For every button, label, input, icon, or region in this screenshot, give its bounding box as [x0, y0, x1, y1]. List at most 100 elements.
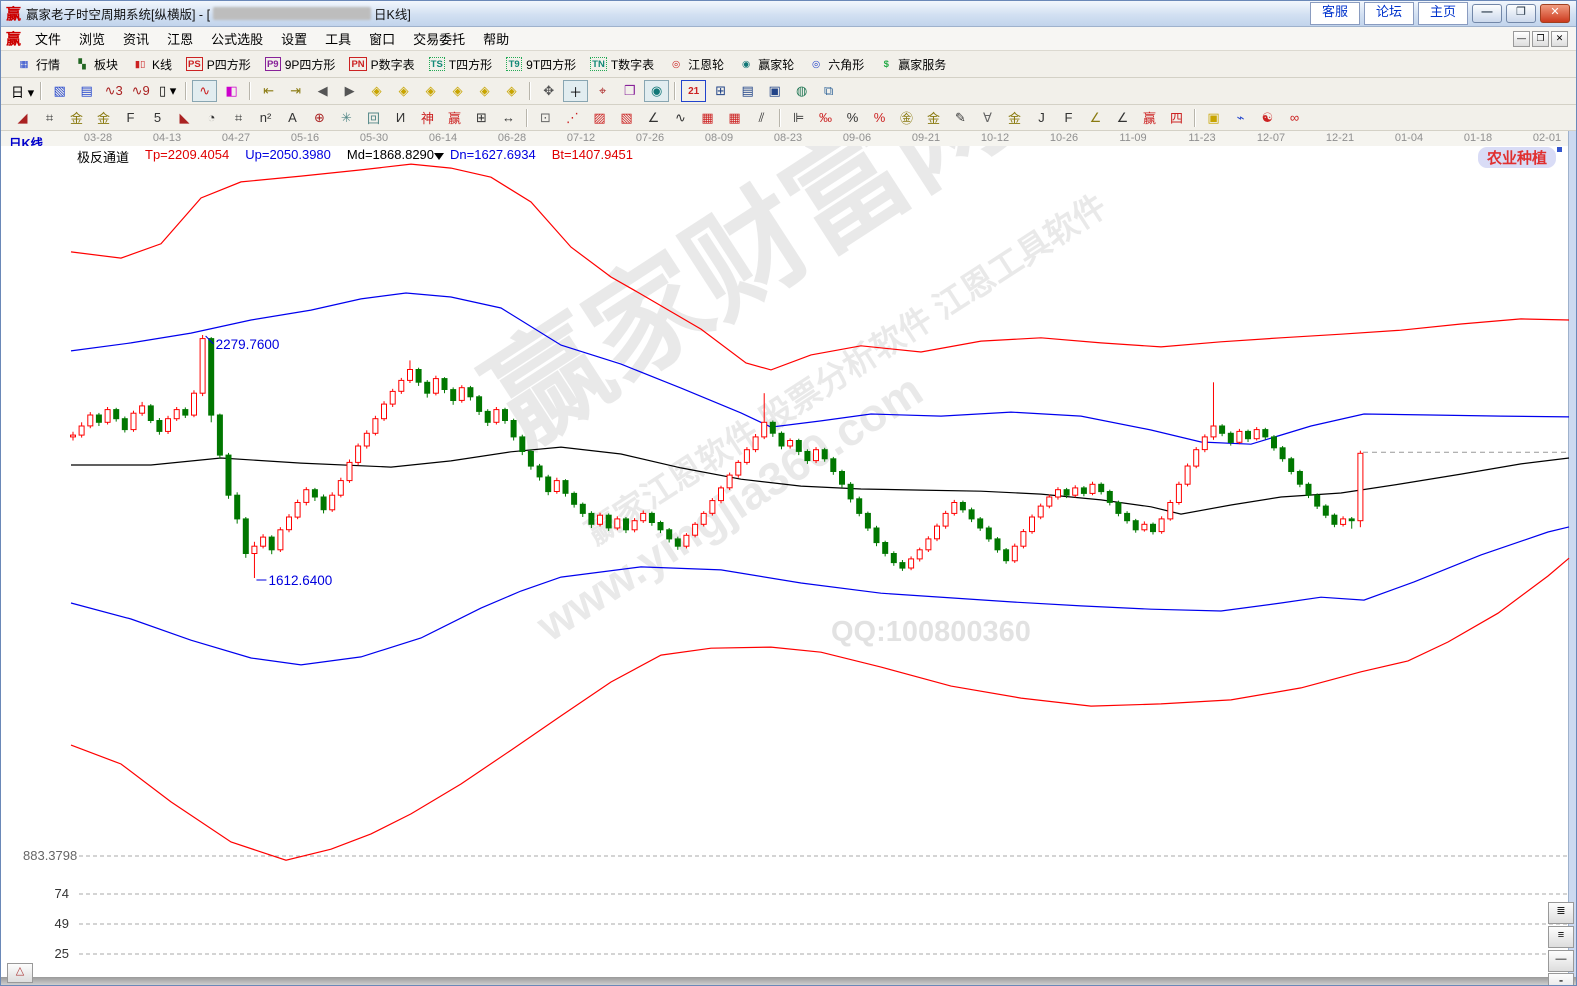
- child-close-button[interactable]: ✕: [1551, 30, 1568, 47]
- percent-retrace-icon[interactable]: ‰: [819, 110, 832, 125]
- square-spiral-icon[interactable]: 回: [366, 111, 380, 126]
- zigzag-window-icon[interactable]: ▧: [53, 83, 66, 98]
- menu-item-7[interactable]: 工具: [325, 32, 352, 47]
- gann-wheel-button[interactable]: ◎ 江恩轮: [661, 55, 731, 74]
- pen-divider-icon[interactable]: ✎: [955, 109, 966, 125]
- t9-square-button[interactable]: T9 9T四方形: [499, 55, 583, 74]
- f-grid-icon[interactable]: F: [126, 110, 135, 125]
- four-angle-icon[interactable]: 四: [1169, 111, 1183, 126]
- panel-split-1-button[interactable]: ―: [1548, 950, 1574, 972]
- menu-item-5[interactable]: 公式选股: [211, 32, 264, 47]
- yinyang-icon[interactable]: ☯: [1261, 109, 1274, 125]
- wave-mode-icon[interactable]: ∿: [192, 80, 218, 102]
- export-web-icon[interactable]: ◍: [795, 83, 808, 98]
- mirror-a-icon[interactable]: A: [288, 110, 297, 125]
- quote-table-button[interactable]: ▦ 行情: [9, 55, 67, 74]
- hspan-arrows-icon[interactable]: ↔: [502, 110, 515, 125]
- step-line-icon[interactable]: И: [395, 110, 406, 125]
- infinity-icon[interactable]: ∞: [1289, 110, 1300, 125]
- box-fan-icon[interactable]: ▧: [620, 109, 633, 125]
- export-pc-icon[interactable]: ⧉: [823, 83, 834, 98]
- winner-service-button[interactable]: $ 赢家服务: [871, 55, 953, 74]
- circle-cross-icon[interactable]: ⊕: [314, 109, 325, 125]
- next-bar-icon[interactable]: ▶: [344, 83, 355, 98]
- box-frame-icon[interactable]: ⊡: [540, 109, 551, 125]
- ying-angle-icon[interactable]: 赢: [1142, 111, 1156, 126]
- p9-square-button[interactable]: P9 9P四方形: [258, 55, 343, 74]
- gold-grid-a-icon[interactable]: 金: [69, 111, 83, 126]
- period-day-dropdown[interactable]: 日 ▾: [11, 84, 35, 100]
- panel-adjust-button[interactable]: ⁃: [1548, 973, 1574, 985]
- yellow-box-icon[interactable]: ▣: [1207, 109, 1220, 125]
- last-bar-icon[interactable]: ⇥: [290, 83, 302, 98]
- gold-angle-icon[interactable]: ∠: [1089, 109, 1102, 125]
- gold-angle2-icon[interactable]: 金: [1007, 111, 1021, 126]
- grid-ruler2-icon[interactable]: ⌗: [234, 109, 243, 125]
- restore-button[interactable]: ❐: [1506, 4, 1536, 23]
- star-rays-icon[interactable]: ✳: [341, 109, 352, 125]
- panel-split-3-button[interactable]: ≣: [1548, 902, 1574, 924]
- stamp-icon[interactable]: ❒: [623, 83, 636, 98]
- percent-line-icon[interactable]: %: [873, 110, 886, 125]
- home-button[interactable]: 主页: [1417, 2, 1468, 25]
- grid-123-icon[interactable]: ⊞: [476, 109, 487, 125]
- expand-v-icon[interactable]: ◈: [479, 83, 490, 98]
- speed-angle-icon[interactable]: ∠: [1116, 109, 1129, 125]
- close-button[interactable]: ✕: [1540, 4, 1570, 23]
- calculator-icon[interactable]: ⊞: [715, 83, 727, 98]
- red-grid-b-icon[interactable]: ▦: [728, 109, 741, 125]
- brain-icon[interactable]: ◉: [644, 80, 670, 102]
- save-icon[interactable]: ▣: [768, 83, 781, 98]
- compress-h-icon[interactable]: ◈: [452, 83, 463, 98]
- menu-item-9[interactable]: 交易委托: [413, 32, 466, 47]
- menu-item-8[interactable]: 窗口: [369, 32, 396, 47]
- price-levels-icon[interactable]: ⊫: [792, 109, 805, 125]
- trend-chart-icon[interactable]: ⌁: [1236, 109, 1245, 125]
- menu-item-10[interactable]: 帮助: [483, 32, 510, 47]
- prev-bar-icon[interactable]: ◀: [317, 83, 328, 98]
- menu-item-4[interactable]: 江恩: [167, 32, 194, 47]
- first-bar-icon[interactable]: ⇤: [263, 83, 275, 98]
- ying-grid-icon[interactable]: 赢: [447, 111, 461, 126]
- angle-brush-icon[interactable]: ◢: [17, 109, 28, 125]
- angle-set-icon[interactable]: ∠: [647, 109, 660, 125]
- horizontal-scrollbar[interactable]: [1, 977, 1576, 985]
- zoom-h-in-icon[interactable]: ◈: [398, 83, 409, 98]
- n-square-icon[interactable]: n²: [259, 110, 272, 125]
- kline-candlestick-chart[interactable]: 883.3798 74 49 25 2279.7600 1612.6400: [1, 146, 1570, 979]
- winner-wheel-button[interactable]: ◉ 赢家轮: [731, 55, 801, 74]
- forum-button[interactable]: 论坛: [1363, 2, 1414, 25]
- child-restore-button[interactable]: ❐: [1532, 30, 1549, 47]
- crosshair-icon[interactable]: ＋: [563, 80, 589, 102]
- ps-square-button[interactable]: PS P四方形: [179, 55, 258, 74]
- info-panel-icon[interactable]: ▤: [80, 83, 93, 98]
- percent-icon[interactable]: %: [846, 110, 859, 125]
- gold-grid-b-icon[interactable]: 金: [96, 111, 110, 126]
- double-a-icon[interactable]: ∀: [983, 109, 992, 125]
- gold-level-icon[interactable]: 金: [926, 111, 940, 126]
- candle-style-dropdown[interactable]: ▯ ▾: [158, 83, 177, 98]
- f-angle-icon[interactable]: F: [1064, 110, 1073, 125]
- box-diag-icon[interactable]: ▨: [593, 109, 606, 125]
- ts-square-button[interactable]: TS T四方形: [422, 55, 499, 74]
- parallel-lines-icon[interactable]: ⫽: [758, 109, 765, 125]
- notes-icon[interactable]: ▤: [741, 83, 754, 98]
- kline-button[interactable]: ▮▯ K线: [125, 55, 179, 74]
- hexagon-button[interactable]: ◎ 六角形: [801, 55, 871, 74]
- wave9-icon[interactable]: ∿9: [131, 83, 150, 98]
- menu-item-3[interactable]: 资讯: [123, 32, 150, 47]
- measure-icon[interactable]: ⌖: [598, 83, 607, 98]
- panel-split-2-button[interactable]: ≡: [1548, 926, 1574, 948]
- grid-ruler-icon[interactable]: ⌗: [45, 109, 54, 125]
- spiral5-icon[interactable]: 5: [153, 110, 162, 125]
- fan-lines-icon[interactable]: ⋰: [566, 109, 579, 125]
- calendar-icon[interactable]: 21: [681, 80, 707, 102]
- gold-circle-icon[interactable]: ㊎: [899, 111, 913, 126]
- zoom-h-out-icon[interactable]: ◈: [371, 83, 382, 98]
- wave3-icon[interactable]: ∿3: [104, 83, 123, 98]
- child-minimize-button[interactable]: —: [1513, 30, 1530, 47]
- expand-panel-button[interactable]: △: [7, 963, 33, 983]
- menu-item-2[interactable]: 浏览: [79, 32, 106, 47]
- j-angle-icon[interactable]: J: [1038, 110, 1045, 125]
- expand-h-icon[interactable]: ◈: [425, 83, 436, 98]
